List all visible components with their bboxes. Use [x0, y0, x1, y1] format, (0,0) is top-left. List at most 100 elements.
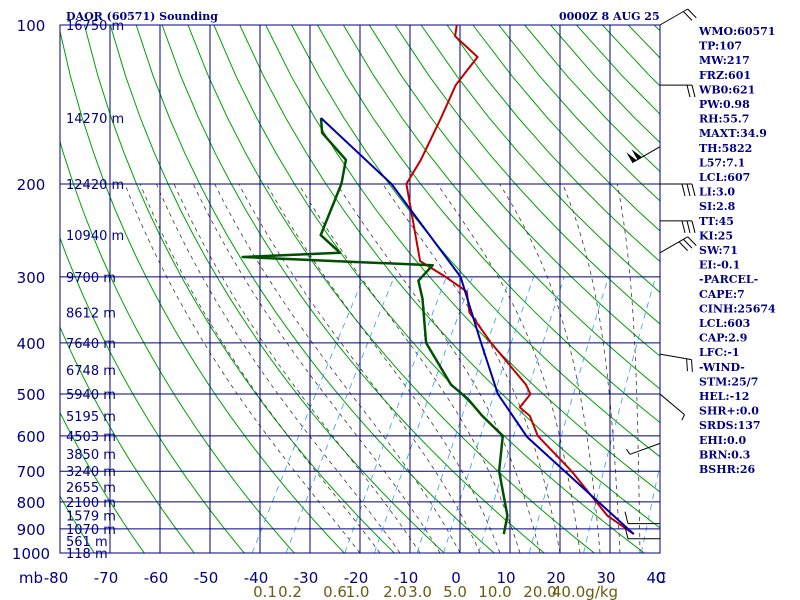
- dry-adiabat-line: [317, 25, 660, 424]
- dry-adiabat-line: [60, 495, 95, 553]
- pressure-tick-label: 500: [17, 386, 46, 404]
- wind-barb: [660, 84, 696, 98]
- index-value: PW:0.98: [699, 98, 750, 111]
- height-label: 7640 m: [66, 337, 116, 352]
- temperature-tick-label: -30: [294, 569, 319, 587]
- dry-adiabat-line: [446, 25, 660, 263]
- height-label: 6748 m: [66, 364, 116, 379]
- index-value: SRDS:137: [699, 419, 761, 432]
- index-value: KI:25: [699, 229, 733, 242]
- moist-adiabat-line: [659, 515, 660, 553]
- moist-adiabat-line: [562, 183, 621, 553]
- wind-barb: [624, 526, 660, 540]
- mixing-ratio-line: [583, 276, 656, 553]
- dry-adiabat-line: [109, 25, 445, 553]
- index-value: RH:55.7: [699, 113, 749, 126]
- height-label: 16750 m: [66, 19, 124, 34]
- index-value: -WIND-: [699, 361, 745, 374]
- temperature-tick-label: 20: [546, 569, 565, 587]
- height-label: 5940 m: [66, 388, 116, 403]
- pressure-tick-label: 800: [17, 494, 46, 512]
- mixing-ratio-label: 3.0: [408, 583, 432, 600]
- dry-adiabat-line: [60, 411, 145, 553]
- height-label: 14270 m: [66, 112, 124, 127]
- index-value: TT:45: [699, 215, 734, 228]
- dry-adiabat-line: [342, 25, 660, 390]
- height-label: 2100 m: [66, 496, 116, 511]
- wind-barb: [659, 8, 697, 26]
- grid-lines: [59, 24, 661, 554]
- pressure-axis-unit: mb: [19, 569, 43, 587]
- dry-adiabat-line: [239, 25, 660, 529]
- temperature-trace: [405, 25, 635, 535]
- moist-adiabat-line: [616, 183, 641, 553]
- index-value: LCL:607: [699, 171, 750, 184]
- height-label: 9700 m: [66, 271, 116, 286]
- pressure-tick-label: 400: [17, 335, 46, 353]
- index-value: SI:2.8: [699, 200, 736, 213]
- wind-barb: [660, 220, 696, 234]
- height-label: 4503 m: [66, 430, 116, 445]
- index-value: LI:3.0: [699, 186, 735, 199]
- index-value: LFC:-1: [699, 346, 740, 359]
- index-value: -PARCEL-: [699, 273, 758, 286]
- wind-barb: [659, 393, 685, 421]
- pressure-tick-label: 1000: [12, 545, 50, 563]
- index-value: STM:25/7: [699, 375, 758, 388]
- height-label: 1070 m: [66, 523, 116, 538]
- temperature-tick-label: 40: [646, 569, 665, 587]
- index-value: LCL:603: [699, 317, 750, 330]
- index-value: MW:217: [699, 54, 750, 67]
- mixing-ratio-label: 20.0: [523, 583, 556, 600]
- pressure-tick-label: 600: [17, 428, 46, 446]
- index-value: FRZ:601: [699, 69, 751, 82]
- temperature-tick-label: -20: [344, 569, 369, 587]
- moist-adiabat-line: [238, 183, 481, 553]
- dry-adiabat-line: [135, 25, 495, 553]
- dry-adiabat-line: [187, 25, 595, 553]
- dry-adiabat-line: [60, 325, 195, 553]
- dry-adiabat-line: [368, 25, 660, 357]
- height-label: 3850 m: [66, 448, 116, 463]
- dry-adiabat-line: [60, 236, 245, 553]
- wind-barb: [659, 236, 697, 254]
- mixing-ratio-line: [251, 276, 365, 553]
- index-value: CAPE:7: [699, 288, 745, 301]
- height-label: 5195 m: [66, 410, 116, 425]
- wind-barb: [659, 353, 693, 373]
- index-value: SHR+:0.0: [699, 405, 759, 418]
- height-label: 3240 m: [66, 465, 116, 480]
- index-value: MAXT:34.9: [699, 127, 767, 140]
- adiabat-lines: [60, 25, 800, 553]
- pressure-tick-label: 300: [17, 269, 46, 287]
- index-value: CINH:25674: [699, 302, 776, 315]
- mixing-ratio-line: [443, 276, 534, 553]
- dewpoint-trace: [241, 117, 509, 535]
- index-value: CAP:2.9: [699, 332, 747, 345]
- mixing-ratio-line: [344, 276, 447, 553]
- height-label: 1579 m: [66, 510, 116, 525]
- index-value: WMO:60571: [698, 25, 775, 38]
- index-value: EHI:0.0: [699, 434, 746, 447]
- height-label: 2655 m: [66, 481, 116, 496]
- index-value: HEL:-12: [699, 390, 749, 403]
- dry-adiabat-line: [83, 25, 395, 553]
- chart-datetime: 0000Z 8 AUG 25: [559, 10, 660, 23]
- mixing-ratio-line: [285, 276, 395, 553]
- temperature-tick-label: -70: [94, 569, 119, 587]
- dry-adiabat-line: [784, 25, 800, 553]
- temperature-tick-label: -60: [144, 569, 169, 587]
- mixing-ratio-label: 10.0: [478, 583, 511, 600]
- temperature-tick-label: 0: [451, 569, 461, 587]
- dry-adiabat-line: [265, 25, 660, 493]
- parcel-trace: [320, 117, 635, 535]
- mixing-ratio-label: 40.0g/kg: [552, 583, 618, 600]
- mixing-ratio-label: 0.1: [253, 583, 277, 600]
- index-value: L57:7.1: [699, 156, 745, 169]
- index-value: SW:71: [699, 244, 738, 257]
- chart-title: DAOR (60571) Sounding: [66, 10, 218, 23]
- pressure-tick-label: 700: [17, 463, 46, 481]
- mixing-ratio-label: 5.0: [443, 583, 467, 600]
- index-value: BRN:0.3: [699, 448, 750, 461]
